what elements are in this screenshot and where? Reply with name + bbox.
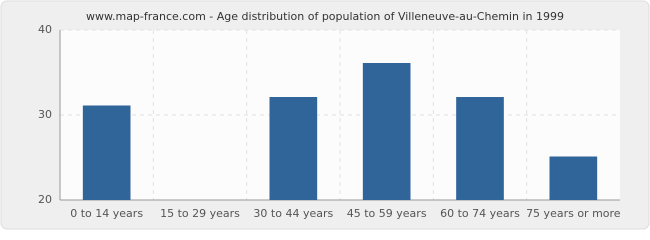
x-tick-label: 75 years or more	[526, 207, 621, 220]
y-tick-label: 30	[38, 108, 52, 121]
chart-title: www.map-france.com - Age distribution of…	[86, 10, 564, 23]
y-tick-label: 40	[38, 23, 52, 36]
x-tick-label: 60 to 74 years	[440, 207, 520, 220]
chart: www.map-france.com - Age distribution of…	[0, 0, 650, 230]
x-tick-label: 30 to 44 years	[253, 207, 333, 220]
bar	[82, 105, 131, 200]
x-tick-label: 0 to 14 years	[70, 207, 143, 220]
x-tick-label: 15 to 29 years	[160, 207, 240, 220]
bar	[549, 156, 598, 200]
x-tick-label: 45 to 59 years	[347, 207, 427, 220]
bar	[362, 63, 411, 200]
bar	[456, 97, 504, 200]
bar	[269, 97, 318, 200]
y-tick-label: 20	[38, 193, 52, 206]
